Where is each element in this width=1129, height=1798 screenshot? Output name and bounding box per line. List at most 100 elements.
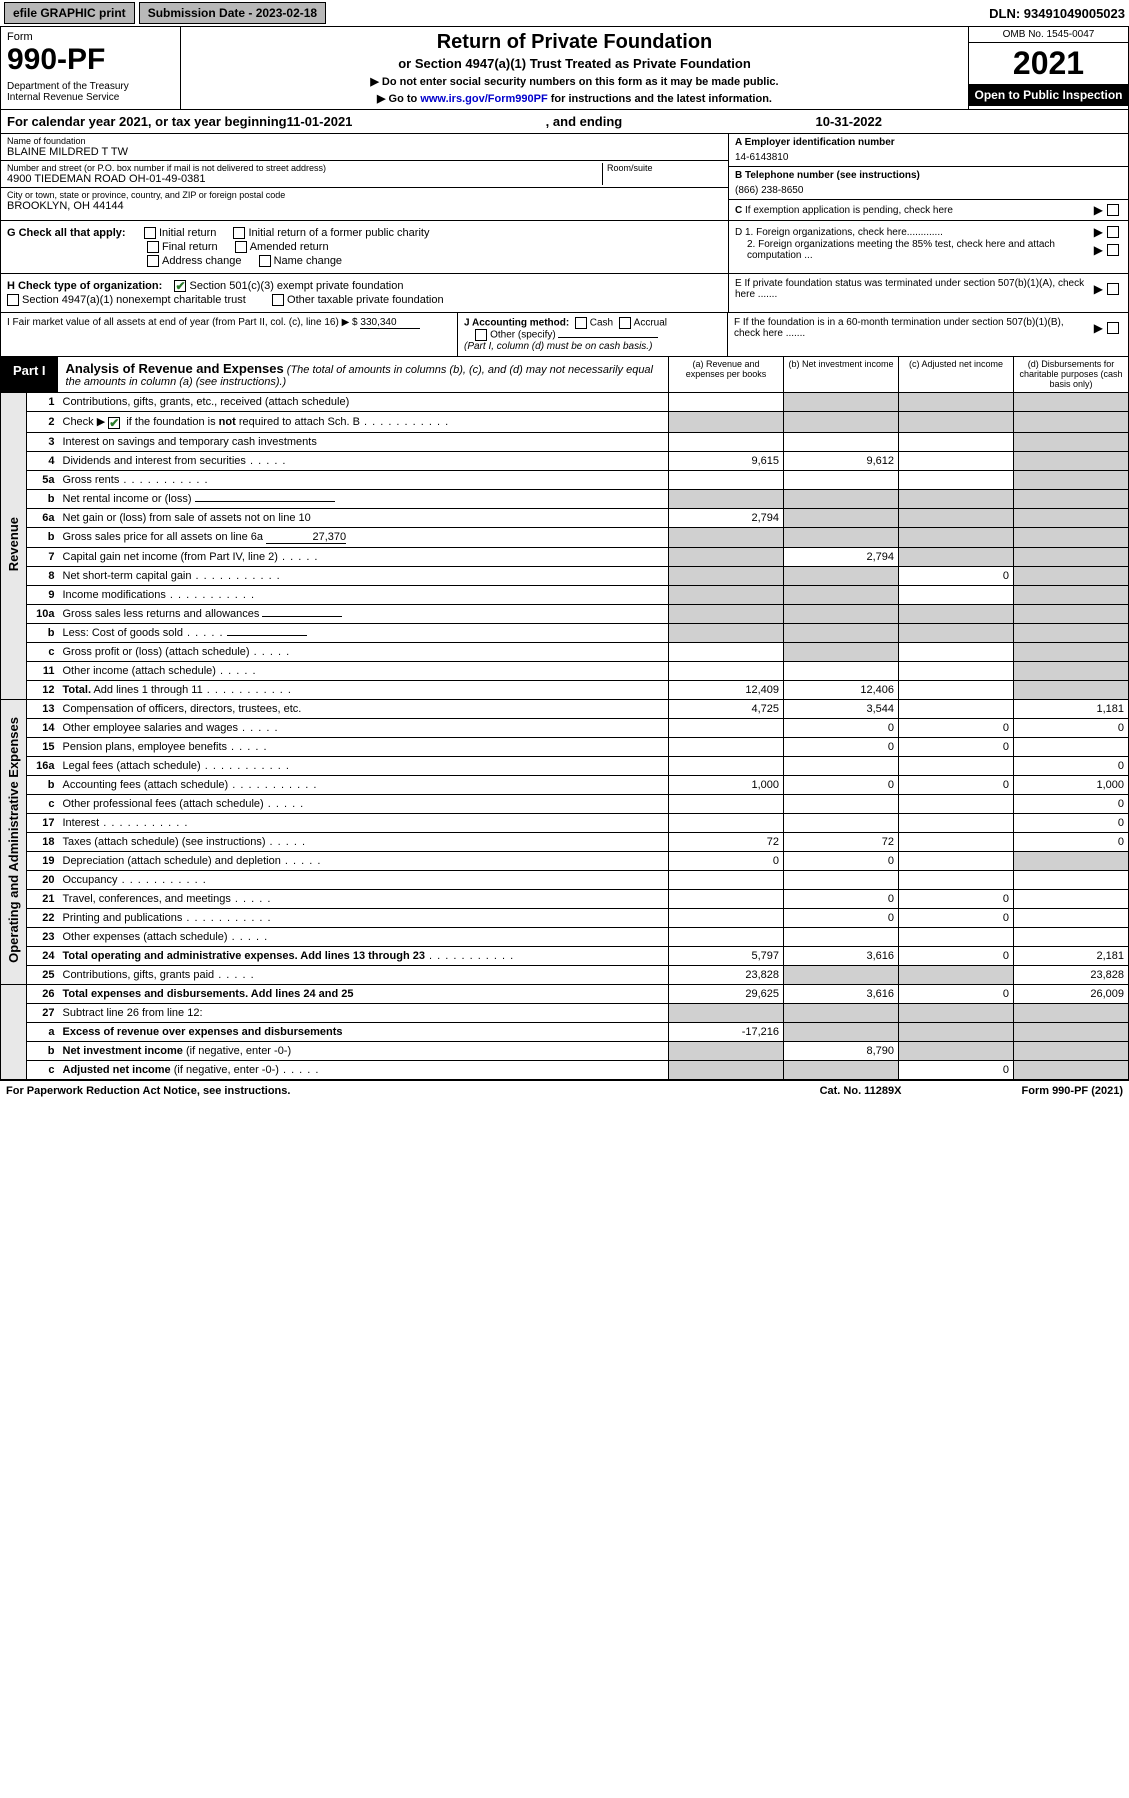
tax-year: 2021 bbox=[969, 43, 1128, 84]
h-other-checkbox[interactable] bbox=[272, 294, 284, 306]
table-row: 14Other employee salaries and wages000 bbox=[1, 718, 1129, 737]
e-label: E If private foundation status was termi… bbox=[735, 278, 1090, 300]
city-label: City or town, state or province, country… bbox=[7, 190, 722, 200]
telephone-value: (866) 238-8650 bbox=[735, 185, 1122, 196]
form-instruction-1: ▶ Do not enter social security numbers o… bbox=[189, 75, 960, 88]
table-row: 18Taxes (attach schedule) (see instructi… bbox=[1, 832, 1129, 851]
part-1-title: Analysis of Revenue and Expenses bbox=[66, 361, 284, 376]
submission-date: Submission Date - 2023-02-18 bbox=[139, 2, 326, 24]
table-row: 6aNet gain or (loss) from sale of assets… bbox=[1, 508, 1129, 527]
form990pf-link[interactable]: www.irs.gov/Form990PF bbox=[420, 93, 547, 105]
revenue-side-label: Revenue bbox=[6, 517, 21, 571]
table-row: cAdjusted net income (if negative, enter… bbox=[1, 1060, 1129, 1079]
footer-mid: Cat. No. 11289X bbox=[820, 1085, 902, 1097]
d2-label: 2. Foreign organizations meeting the 85%… bbox=[747, 239, 1090, 261]
j-other-checkbox[interactable] bbox=[475, 329, 487, 341]
table-row: 17Interest0 bbox=[1, 813, 1129, 832]
calendar-year-row: For calendar year 2021, or tax year begi… bbox=[0, 110, 1129, 134]
schb-checkbox[interactable] bbox=[108, 417, 120, 429]
ein-label: A Employer identification number bbox=[735, 137, 895, 148]
g-address-change-checkbox[interactable] bbox=[147, 255, 159, 267]
col-a-header: (a) Revenue and expenses per books bbox=[668, 357, 783, 392]
table-row: 23Other expenses (attach schedule) bbox=[1, 927, 1129, 946]
ein-value: 14-6143810 bbox=[735, 152, 1122, 163]
form-subtitle: or Section 4947(a)(1) Trust Treated as P… bbox=[189, 56, 960, 71]
j-note: (Part I, column (d) must be on cash basi… bbox=[464, 341, 652, 352]
col-d-header: (d) Disbursements for charitable purpose… bbox=[1013, 357, 1128, 392]
form-header-left: Form 990-PF Department of the Treasury I… bbox=[1, 27, 181, 109]
table-row: 15Pension plans, employee benefits00 bbox=[1, 737, 1129, 756]
i-label: I Fair market value of all assets at end… bbox=[7, 317, 358, 328]
tax-year-begin: 11-01-2021 bbox=[287, 114, 353, 129]
city-value: BROOKLYN, OH 44144 bbox=[7, 200, 722, 212]
open-to-public: Open to Public Inspection bbox=[969, 84, 1128, 106]
section-h: H Check type of organization: Section 50… bbox=[0, 274, 1129, 313]
table-row: 20Occupancy bbox=[1, 870, 1129, 889]
table-row: Operating and Administrative Expenses 13… bbox=[1, 699, 1129, 718]
tax-year-end: 10-31-2022 bbox=[816, 114, 883, 129]
table-row: 4Dividends and interest from securities9… bbox=[1, 451, 1129, 470]
table-row: 2Check ▶ if the foundation is not requir… bbox=[1, 412, 1129, 432]
arrow-icon: ▶ bbox=[1094, 203, 1103, 217]
g-amended-return-checkbox[interactable] bbox=[235, 241, 247, 253]
table-row: 21Travel, conferences, and meetings00 bbox=[1, 889, 1129, 908]
table-row: bLess: Cost of goods sold bbox=[1, 623, 1129, 642]
table-row: bGross sales price for all assets on lin… bbox=[1, 527, 1129, 547]
dln-label: DLN: 93491049005023 bbox=[989, 6, 1125, 21]
table-row: 8Net short-term capital gain0 bbox=[1, 566, 1129, 585]
table-row: 27Subtract line 26 from line 12: bbox=[1, 1003, 1129, 1022]
part-1-tag: Part I bbox=[1, 357, 58, 392]
g-name-change-checkbox[interactable] bbox=[259, 255, 271, 267]
table-row: aExcess of revenue over expenses and dis… bbox=[1, 1022, 1129, 1041]
address-label: Number and street (or P.O. box number if… bbox=[7, 163, 602, 173]
table-row: 26Total expenses and disbursements. Add … bbox=[1, 984, 1129, 1003]
e-checkbox[interactable] bbox=[1107, 283, 1119, 295]
table-row: bNet rental income or (loss) bbox=[1, 489, 1129, 508]
f-checkbox[interactable] bbox=[1107, 322, 1119, 334]
table-row: 12Total. Add lines 1 through 1112,40912,… bbox=[1, 680, 1129, 699]
table-row: cGross profit or (loss) (attach schedule… bbox=[1, 642, 1129, 661]
room-label: Room/suite bbox=[607, 163, 722, 173]
part-1-header: Part I Analysis of Revenue and Expenses … bbox=[0, 357, 1129, 393]
form-header-right: OMB No. 1545-0047 2021 Open to Public In… bbox=[968, 27, 1128, 109]
form-title: Return of Private Foundation bbox=[189, 31, 960, 54]
h-501c3-checkbox[interactable] bbox=[174, 280, 186, 292]
d2-checkbox[interactable] bbox=[1107, 244, 1119, 256]
table-row: 11Other income (attach schedule) bbox=[1, 661, 1129, 680]
i-fmv-value: 330,340 bbox=[360, 317, 420, 329]
table-row: 3Interest on savings and temporary cash … bbox=[1, 432, 1129, 451]
address-value: 4900 TIEDEMAN ROAD OH-01-49-0381 bbox=[7, 173, 602, 185]
d1-label: D 1. Foreign organizations, check here..… bbox=[735, 227, 1090, 238]
h-4947-checkbox[interactable] bbox=[7, 294, 19, 306]
c-exemption-label: If exemption application is pending, che… bbox=[745, 205, 953, 216]
entity-block: Name of foundation BLAINE MILDRED T TW N… bbox=[0, 134, 1129, 221]
j-cash-checkbox[interactable] bbox=[575, 317, 587, 329]
footer-right: Form 990-PF (2021) bbox=[1022, 1085, 1124, 1097]
section-g: G Check all that apply: Initial return I… bbox=[0, 221, 1129, 274]
j-accrual-checkbox[interactable] bbox=[619, 317, 631, 329]
g-label: G Check all that apply: bbox=[7, 227, 126, 239]
g-initial-public-checkbox[interactable] bbox=[233, 227, 245, 239]
foundation-name-label: Name of foundation bbox=[7, 136, 722, 146]
omb-number: OMB No. 1545-0047 bbox=[969, 27, 1128, 43]
table-row: Revenue 1Contributions, gifts, grants, e… bbox=[1, 393, 1129, 412]
table-row: bAccounting fees (attach schedule)1,0000… bbox=[1, 775, 1129, 794]
page-footer: For Paperwork Reduction Act Notice, see … bbox=[0, 1080, 1129, 1101]
g-initial-return-checkbox[interactable] bbox=[144, 227, 156, 239]
table-row: cOther professional fees (attach schedul… bbox=[1, 794, 1129, 813]
part-1-table: Revenue 1Contributions, gifts, grants, e… bbox=[0, 393, 1129, 1079]
table-row: 22Printing and publications00 bbox=[1, 908, 1129, 927]
g-final-return-checkbox[interactable] bbox=[147, 241, 159, 253]
form-number: 990-PF bbox=[7, 43, 174, 77]
table-row: 16aLegal fees (attach schedule)0 bbox=[1, 756, 1129, 775]
c-exemption-checkbox[interactable] bbox=[1107, 204, 1119, 216]
f-label: F If the foundation is in a 60-month ter… bbox=[734, 317, 1090, 339]
j-label: J Accounting method: bbox=[464, 318, 569, 329]
table-row: 25Contributions, gifts, grants paid23,82… bbox=[1, 965, 1129, 984]
telephone-label: B Telephone number (see instructions) bbox=[735, 170, 920, 181]
d1-checkbox[interactable] bbox=[1107, 226, 1119, 238]
efile-print-button[interactable]: efile GRAPHIC print bbox=[4, 2, 135, 24]
dept-label: Department of the Treasury Internal Reve… bbox=[7, 81, 174, 103]
expenses-side-label: Operating and Administrative Expenses bbox=[6, 717, 21, 963]
form-header-mid: Return of Private Foundation or Section … bbox=[181, 27, 968, 109]
